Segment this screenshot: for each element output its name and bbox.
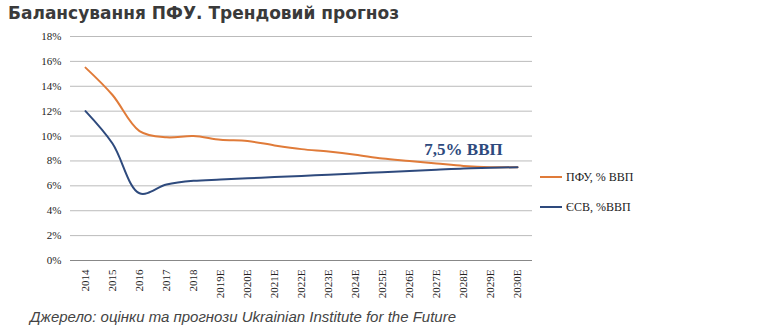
svg-text:2018: 2018 <box>187 269 199 292</box>
svg-text:16%: 16% <box>41 55 61 67</box>
svg-text:2014: 2014 <box>79 269 91 292</box>
svg-text:18%: 18% <box>41 30 61 42</box>
svg-text:2015: 2015 <box>106 269 118 292</box>
svg-text:12%: 12% <box>41 105 61 117</box>
svg-text:14%: 14% <box>41 80 61 92</box>
svg-text:2029E: 2029E <box>484 269 496 298</box>
svg-text:2%: 2% <box>47 229 62 241</box>
svg-text:2016: 2016 <box>133 269 145 292</box>
html-text:Джерело: оцінки та прогнози Uk: Джерело: оцінки та прогнози Ukrainian In… <box>30 308 456 325</box>
html-text:Балансування ПФУ. Трендовий пр: Балансування ПФУ. Трендовий прогноз <box>8 3 400 23</box>
svg-text:2022E: 2022E <box>295 269 307 298</box>
svg-text:2020E: 2020E <box>241 269 253 298</box>
svg-text:2019E: 2019E <box>214 269 226 298</box>
svg-text:6%: 6% <box>47 179 62 191</box>
svg-text:2027E: 2027E <box>430 269 442 298</box>
html-text:ПФУ, % ВВП: ПФУ, % ВВП <box>566 169 634 184</box>
svg-text:2021E: 2021E <box>268 269 280 298</box>
svg-text:2026E: 2026E <box>403 269 415 298</box>
html-text:ЄСВ, %ВВП: ЄСВ, %ВВП <box>566 199 631 214</box>
svg-text:2024E: 2024E <box>349 269 361 298</box>
svg-text:2028E: 2028E <box>457 269 469 298</box>
svg-text:10%: 10% <box>41 130 61 142</box>
svg-text:8%: 8% <box>47 154 62 166</box>
svg-text:2025E: 2025E <box>376 269 388 298</box>
svg-text:2023E: 2023E <box>322 269 334 298</box>
svg-text:2030E: 2030E <box>511 269 523 298</box>
svg-text:2017: 2017 <box>160 269 172 292</box>
svg-text:0%: 0% <box>47 254 62 266</box>
svg-text:4%: 4% <box>47 204 62 216</box>
svg-text:7,5% ВВП: 7,5% ВВП <box>424 140 502 159</box>
